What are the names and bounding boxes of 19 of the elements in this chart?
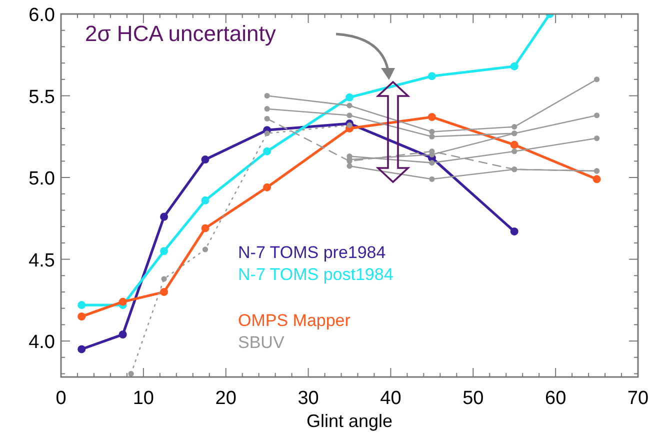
annotation: 2σ HCA uncertainty (85, 21, 276, 46)
x-tick-label: 0 (56, 388, 66, 409)
x-tick-label: 10 (132, 388, 154, 409)
y-tick-label: 6.0 (28, 5, 55, 26)
y-tick-label: 5.5 (28, 86, 55, 108)
x-tick-label: 50 (462, 388, 484, 409)
text: N-7 TOMS post1984 (238, 265, 394, 284)
y-tick-label: 5.0 (28, 168, 55, 190)
text: OMPS Mapper (238, 311, 351, 330)
x-tick-label: 60 (545, 388, 566, 409)
x-tick-label: 30 (298, 388, 319, 409)
text: N-7 TOMS pre1984 (238, 243, 386, 262)
x-tick-label: 70 (627, 388, 649, 409)
y-tick-label: 4.0 (28, 332, 55, 354)
x-axis-title: Glint angle (306, 411, 393, 431)
text: SBUV (238, 333, 285, 352)
x-tick-label: 20 (215, 388, 236, 409)
y-tick-label: 4.5 (28, 250, 55, 272)
x-tick-label: 40 (380, 388, 402, 409)
